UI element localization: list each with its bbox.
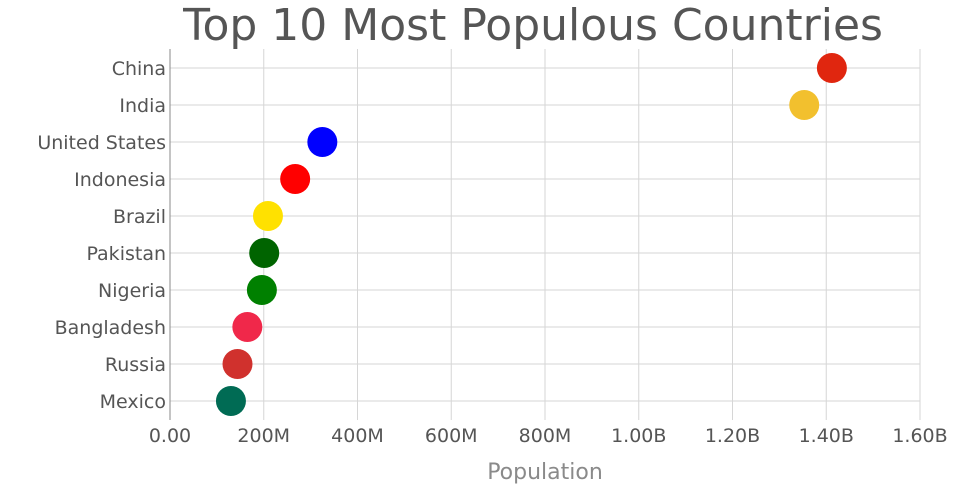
category-label: Mexico xyxy=(100,391,166,413)
category-label: Indonesia xyxy=(74,169,166,191)
category-label: India xyxy=(119,95,166,117)
x-tick-label: 1.60B xyxy=(892,425,947,447)
category-label: Russia xyxy=(105,354,166,376)
category-label: Pakistan xyxy=(86,243,166,265)
category-label: China xyxy=(112,58,166,80)
chart-title: Top 10 Most Populous Countries xyxy=(182,0,883,51)
data-points xyxy=(215,53,847,416)
data-point xyxy=(222,349,253,379)
data-point xyxy=(246,275,277,305)
horizontal-gridlines xyxy=(170,67,920,402)
x-tick-label: 200M xyxy=(237,425,290,447)
category-label: Bangladesh xyxy=(55,317,166,339)
x-axis-tick-labels: 0.00 200M 400M 600M 800M 1.00B 1.20B 1.40B 1.60B xyxy=(149,425,948,447)
category-label: Nigeria xyxy=(98,280,166,302)
data-point xyxy=(252,201,283,231)
x-axis-title: Population xyxy=(487,460,603,485)
category-label: United States xyxy=(37,132,166,154)
x-tick-label: 600M xyxy=(425,425,478,447)
data-point xyxy=(215,386,246,416)
x-tick-label: 800M xyxy=(519,425,572,447)
data-point xyxy=(232,312,263,342)
data-point xyxy=(816,53,847,83)
x-tick-label: 0.00 xyxy=(149,425,191,447)
x-tick-label: 1.00B xyxy=(611,425,666,447)
data-point xyxy=(307,127,338,157)
data-point xyxy=(280,164,311,194)
vertical-gridlines xyxy=(169,49,921,420)
x-tick-label: 400M xyxy=(331,425,384,447)
data-point xyxy=(249,238,280,268)
x-tick-label: 1.20B xyxy=(705,425,760,447)
data-point xyxy=(789,90,820,120)
y-axis-category-labels: China India United States Indonesia Brazil Pa… xyxy=(37,58,166,413)
x-tick-label: 1.40B xyxy=(799,425,854,447)
category-label: Brazil xyxy=(113,206,166,228)
